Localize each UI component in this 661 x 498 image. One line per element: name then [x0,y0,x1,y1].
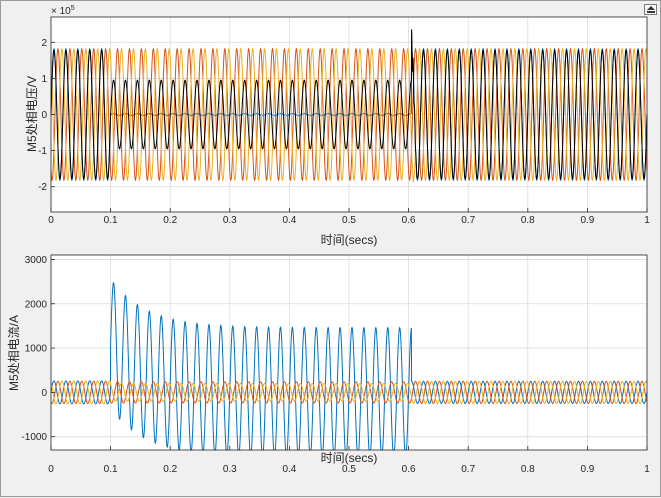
y-tick-label: -1000 [21,432,47,443]
current-plot: 0 0.1 0.2 0.3 0.4 0.5 0.6 0.7 0.8 0.9 1 -1000 0 1000… [7,254,650,475]
series-line [50,380,648,404]
x-tick-label: 0.4 [282,215,296,226]
x-tick-label: 0.4 [282,464,296,475]
series-line [50,282,648,451]
x-tick-label: 0.5 [342,464,356,475]
x-tick-label: 0 [48,215,54,226]
series-line [50,47,648,182]
x-tick-label: 0.1 [104,464,118,475]
y-tick-label: 3000 [25,255,48,266]
x-tick-label: 0.1 [104,215,118,226]
x-tick-label: 1 [644,215,650,226]
dock-arrow-icon[interactable] [644,4,657,15]
x-tick-label: 0.7 [461,215,475,226]
x-tick-label: 0.8 [521,215,535,226]
series-line [50,47,648,183]
y-tick-label: -1 [38,146,47,157]
x-tick-label: 0.9 [580,215,594,226]
voltage-plot: 0 0.1 0.2 0.3 0.4 0.5 0.6 0.7 0.8 0.9 1 -2 -1 0 1 2 × … [25,5,650,247]
y-tick-label: 0 [41,110,47,121]
x-tick-label: 1 [644,464,650,475]
x-tick-label: 0.6 [402,215,416,226]
y-tick-label: -2 [38,182,47,193]
y-tick-label: 2000 [25,299,48,310]
x-tick-label: 0.5 [342,215,356,226]
voltage-exponent-label: × 105 [51,5,75,17]
y-tick-label: 1 [41,74,47,85]
y-tick-label: 1000 [25,344,48,355]
voltage-y-ticks: -2 -1 0 1 2 [38,38,55,193]
current-y-ticks: -1000 0 1000 2000 3000 [21,255,55,443]
voltage-x-label: 时间(secs) [321,233,378,247]
current-series [50,282,648,451]
x-tick-label: 0.3 [223,215,237,226]
x-tick-label: 0.2 [163,464,177,475]
current-x-ticks: 0 0.1 0.2 0.3 0.4 0.5 0.6 0.7 0.8 0.9 1 [48,446,650,475]
x-tick-label: 0.2 [163,215,177,226]
x-tick-label: 0.9 [580,464,594,475]
x-tick-label: 0.8 [521,464,535,475]
series-line [50,380,648,405]
x-tick-label: 0.7 [461,464,475,475]
voltage-series [50,29,648,183]
voltage-x-ticks: 0 0.1 0.2 0.3 0.4 0.5 0.6 0.7 0.8 0.9 1 [48,208,650,226]
current-y-label: M5处相电流/A [7,315,21,391]
y-tick-label: 2 [41,38,47,49]
voltage-y-label: M5处相电压/V [25,76,39,152]
x-tick-label: 0.3 [223,464,237,475]
x-tick-label: 0 [48,464,54,475]
x-tick-label: 0.6 [402,464,416,475]
current-x-label: 时间(secs) [321,451,378,465]
series-line [50,29,648,180]
y-tick-label: 0 [41,388,47,399]
